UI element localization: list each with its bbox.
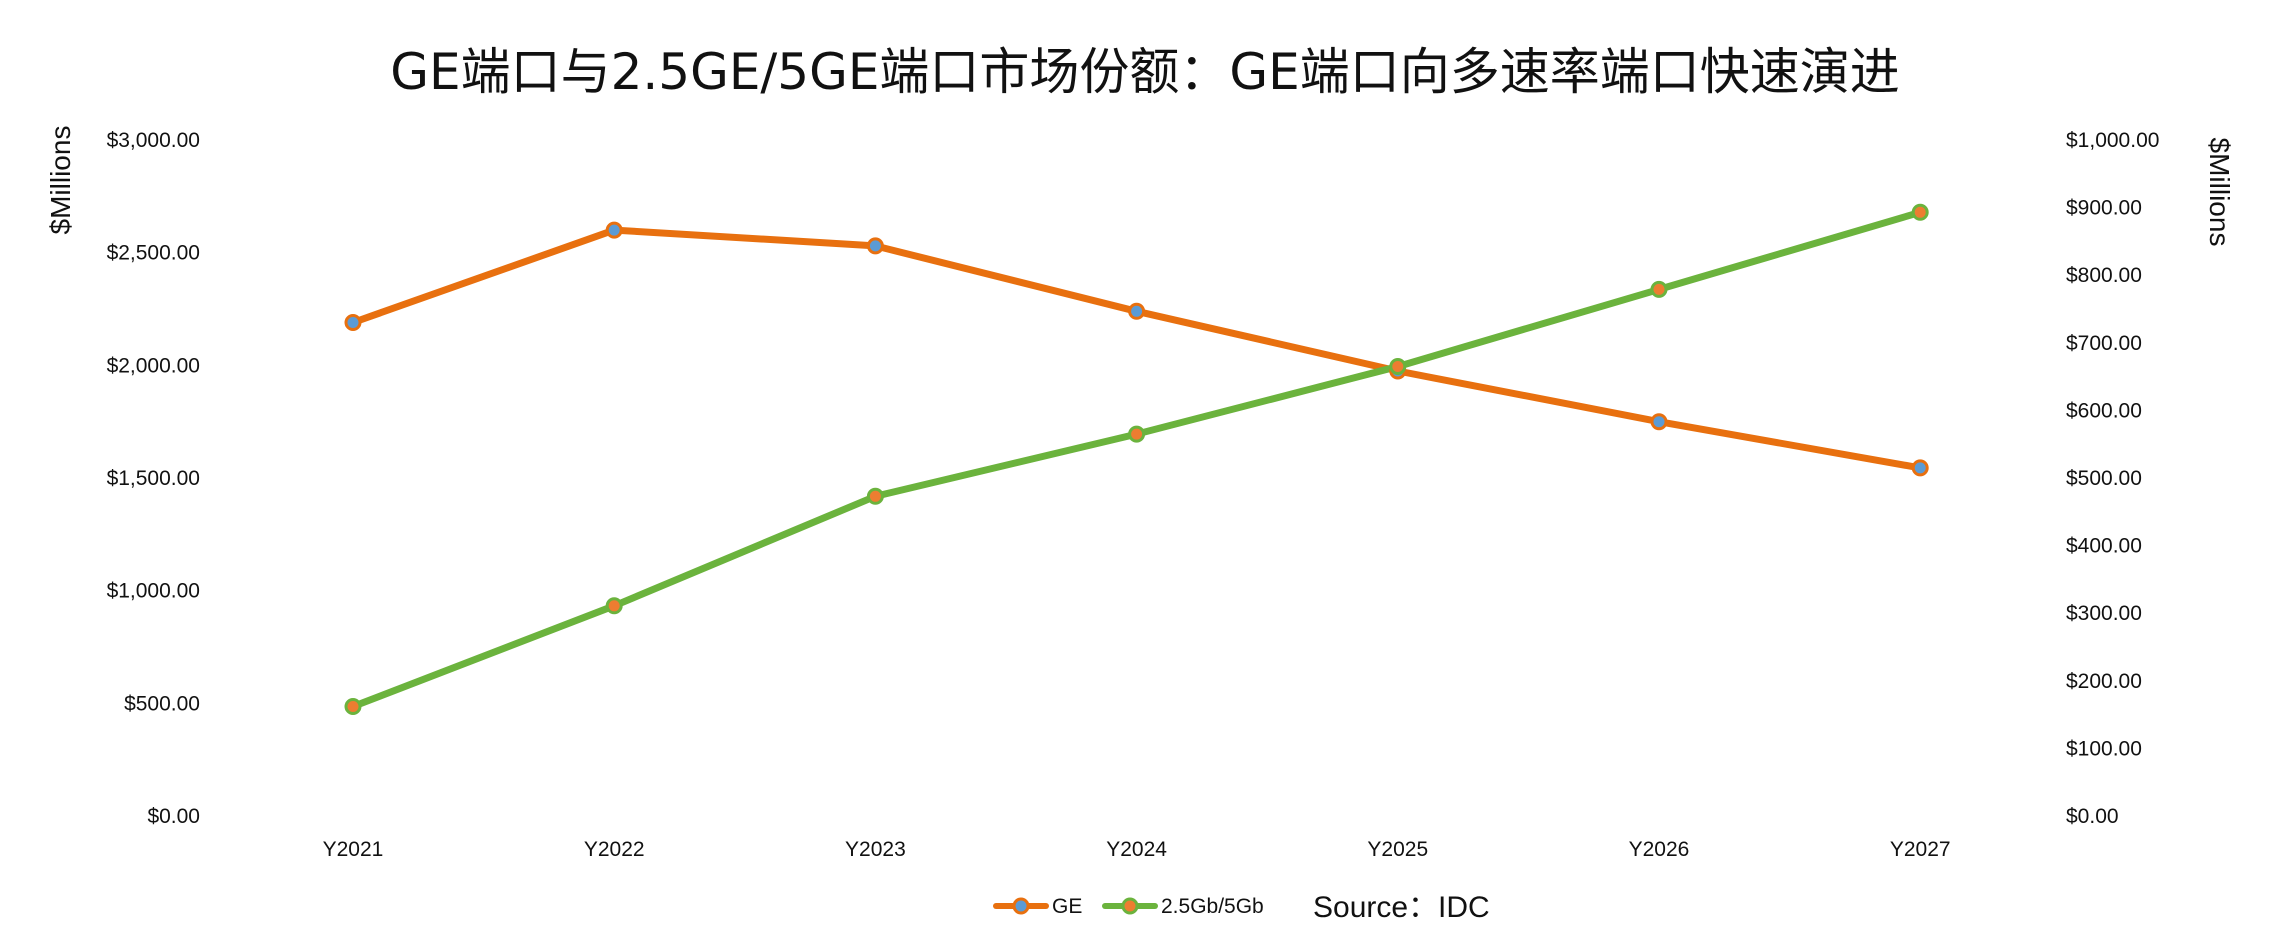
data-point-ge-3: [1128, 302, 1146, 320]
data-point-2-5gb-5gb-0: [344, 698, 362, 715]
legend-item-2-5gb-5gb: 2.5Gb/5Gb: [1102, 895, 1264, 918]
right-tick-label: $400.00: [2066, 535, 2142, 558]
left-tick-label: $1,500.00: [107, 467, 200, 490]
data-point-2-5gb-5gb-2: [866, 487, 884, 505]
data-point-ge-0: [344, 314, 362, 331]
right-tick-label: $500.00: [2066, 467, 2142, 490]
series-markers: [344, 203, 1929, 715]
legend-label-ge: GE: [1052, 895, 1082, 918]
legend-label-2-5gb-5gb: 2.5Gb/5Gb: [1161, 895, 1264, 918]
chart-title: GE端口与2.5GE/5GE端口市场份额：GE端口向多速率端口快速演进: [390, 43, 1900, 101]
legend: GE 2.5Gb/5Gb Source：IDC: [993, 891, 1490, 924]
right-axis-title: $Millions: [2204, 138, 2235, 247]
data-point-ge-5: [1650, 413, 1668, 431]
left-tick-label: $0.00: [147, 805, 200, 828]
data-point-2-5gb-5gb-1: [605, 597, 623, 615]
right-tick-label: $300.00: [2066, 602, 2142, 625]
left-tick-label: $2,000.00: [107, 354, 200, 377]
right-axis-ticks: $0.00 $100.00 $200.00 $300.00 $400.00 $500.00…: [2066, 129, 2159, 828]
data-point-2-5gb-5gb-4: [1389, 358, 1407, 375]
left-tick-label: $2,500.00: [107, 242, 200, 265]
right-tick-label: $1,000.00: [2066, 129, 2159, 152]
right-tick-label: $600.00: [2066, 399, 2142, 422]
x-tick-label: Y2021: [323, 838, 384, 861]
series-line-2-5gb-5gb: [349, 208, 1924, 710]
data-point-2-5gb-5gb-5: [1650, 280, 1668, 298]
legend-marker-ge: [1012, 897, 1030, 915]
x-tick-label: Y2027: [1890, 838, 1951, 861]
right-tick-label: $100.00: [2066, 737, 2142, 760]
source-label: Source：IDC: [1313, 891, 1490, 924]
x-axis-ticks: Y2021 Y2022 Y2023 Y2024 Y2025 Y2026 Y2027: [323, 838, 1951, 861]
right-tick-label: $0.00: [2066, 805, 2119, 828]
data-point-2-5gb-5gb-3: [1128, 425, 1146, 443]
left-tick-label: $1,000.00: [107, 580, 200, 603]
left-axis-title: $Millions: [45, 126, 76, 235]
left-tick-label: $500.00: [124, 692, 200, 715]
x-tick-label: Y2025: [1367, 838, 1428, 861]
right-tick-label: $800.00: [2066, 264, 2142, 287]
x-tick-label: Y2026: [1629, 838, 1690, 861]
left-tick-label: $3,000.00: [107, 129, 200, 152]
data-point-2-5gb-5gb-6: [1911, 203, 1929, 221]
left-axis-ticks: $0.00 $500.00 $1,000.00 $1,500.00 $2,000.00 $…: [107, 129, 200, 828]
x-tick-label: Y2022: [584, 838, 645, 861]
legend-item-ge: GE: [993, 895, 1082, 918]
data-point-ge-1: [605, 221, 623, 239]
right-tick-label: $200.00: [2066, 670, 2142, 693]
data-point-ge-6: [1911, 459, 1929, 477]
x-tick-label: Y2024: [1106, 838, 1167, 861]
right-tick-label: $900.00: [2066, 197, 2142, 220]
right-tick-label: $700.00: [2066, 332, 2142, 355]
series-lines: [349, 208, 1924, 710]
x-tick-label: Y2023: [845, 838, 906, 861]
data-point-ge-2: [866, 237, 884, 255]
legend-marker-2-5gb-5gb: [1121, 897, 1139, 915]
